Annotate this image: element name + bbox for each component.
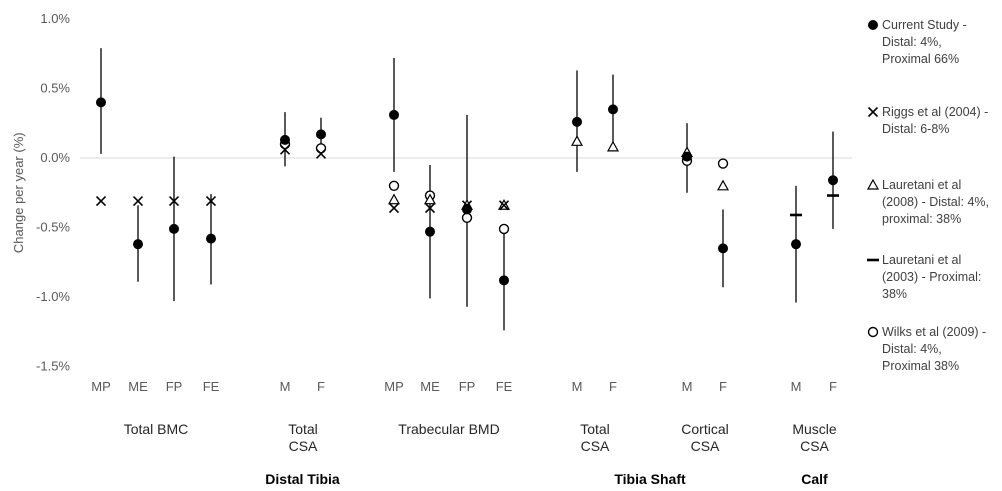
legend-label: proximal: 38% <box>882 212 961 226</box>
x-category-label: FP <box>459 379 476 394</box>
x-group-label: CSA <box>800 438 829 454</box>
legend-label: Riggs et al (2004) - <box>882 105 988 119</box>
legend-label: Distal: 4%, <box>882 342 942 356</box>
data-point-filled-circle <box>682 151 692 162</box>
data-point-filled-circle <box>425 226 435 237</box>
data-point-x <box>424 202 436 214</box>
data-point-filled-circle <box>572 116 582 127</box>
data-point-filled-circle <box>169 223 179 234</box>
legend-label: Distal: 4%, <box>882 35 942 49</box>
data-point-open-circle <box>388 180 400 192</box>
data-point-open-circle <box>461 212 473 223</box>
data-point-x <box>498 200 510 211</box>
data-point-filled-circle <box>389 109 399 120</box>
data-point-open-circle <box>717 158 729 169</box>
x-category-label: ME <box>128 379 148 394</box>
data-point-x <box>205 196 217 207</box>
x-group-label: Trabecular BMD <box>398 421 499 437</box>
legend-label: Proximal 66% <box>882 52 959 66</box>
legend-label: 38% <box>882 287 907 301</box>
data-point-x <box>95 196 107 207</box>
y-tick-label: -1.0% <box>36 289 70 304</box>
legend-marker-open-circle <box>867 326 879 338</box>
x-supergroup-label: Calf <box>801 471 828 486</box>
x-category-label: FP <box>166 379 183 394</box>
x-category-label: M <box>682 379 693 394</box>
data-point-x <box>388 202 400 214</box>
x-category-label: M <box>572 379 583 394</box>
x-group-label: Total <box>288 421 318 437</box>
legend-label: (2008) - Distal: 4%, <box>882 195 989 209</box>
legend-marker-x <box>867 106 879 118</box>
legend-label: Proximal 38% <box>882 359 959 373</box>
x-supergroup-label: Distal Tibia <box>265 471 340 486</box>
x-group-label: CSA <box>691 438 720 454</box>
x-category-label: F <box>829 379 837 394</box>
x-category-label: FE <box>203 379 220 394</box>
x-category-label: FE <box>496 379 513 394</box>
data-point-open-triangle <box>387 193 401 205</box>
data-point-open-triangle <box>606 140 620 152</box>
data-point-x <box>315 148 327 159</box>
data-point-filled-circle <box>316 129 326 140</box>
y-tick-label: -0.5% <box>36 220 70 235</box>
legend-label: Lauretani et al <box>882 178 961 192</box>
legend-label: (2003) - Proximal: <box>882 270 981 284</box>
data-point-x <box>132 196 144 207</box>
data-point-filled-circle <box>828 175 838 186</box>
x-category-label: F <box>317 379 325 394</box>
x-group-label: CSA <box>289 438 318 454</box>
x-group-label: Total <box>580 421 610 437</box>
x-group-label: CSA <box>581 438 610 454</box>
legend-label: Distal: 6-8% <box>882 122 949 136</box>
data-point-filled-circle <box>608 104 618 115</box>
x-category-label: M <box>280 379 291 394</box>
y-tick-label: 1.0% <box>40 11 70 26</box>
data-point-filled-circle <box>718 243 728 254</box>
y-tick-label: 0.5% <box>40 81 70 96</box>
data-point-open-circle <box>498 223 510 235</box>
data-point-filled-circle <box>499 275 509 286</box>
data-point-filled-circle <box>791 239 801 250</box>
x-category-label: MP <box>91 379 111 394</box>
y-tick-label: -1.5% <box>36 359 70 374</box>
legend-marker-open-triangle <box>866 178 880 190</box>
data-point-x <box>168 196 180 207</box>
x-category-label: F <box>609 379 617 394</box>
data-point-open-triangle <box>570 135 584 146</box>
x-category-label: M <box>791 379 802 394</box>
data-point-filled-circle <box>206 233 216 244</box>
x-group-label: Cortical <box>681 421 728 437</box>
data-point-open-triangle <box>716 179 730 191</box>
data-point-filled-circle <box>133 239 143 250</box>
legend-label: Current Study - <box>882 18 967 32</box>
y-axis-title: Change per year (%) <box>11 132 26 253</box>
x-supergroup-label: Tibia Shaft <box>614 471 686 486</box>
x-category-label: MP <box>384 379 404 394</box>
data-point-open-triangle <box>423 193 437 205</box>
data-point-filled-circle <box>462 204 472 215</box>
x-group-label: Muscle <box>792 421 837 437</box>
legend-marker-filled-circle <box>868 20 878 30</box>
x-category-label: F <box>719 379 727 394</box>
x-group-label: Total BMC <box>124 421 189 437</box>
x-category-label: ME <box>420 379 440 394</box>
data-point-x <box>279 144 291 155</box>
legend-label: Wilks et al (2009) - <box>882 325 986 339</box>
y-tick-label: 0.0% <box>40 150 70 165</box>
legend-label: Lauretani et al <box>882 253 961 267</box>
data-point-filled-circle <box>280 134 290 145</box>
data-point-filled-circle <box>96 97 106 108</box>
